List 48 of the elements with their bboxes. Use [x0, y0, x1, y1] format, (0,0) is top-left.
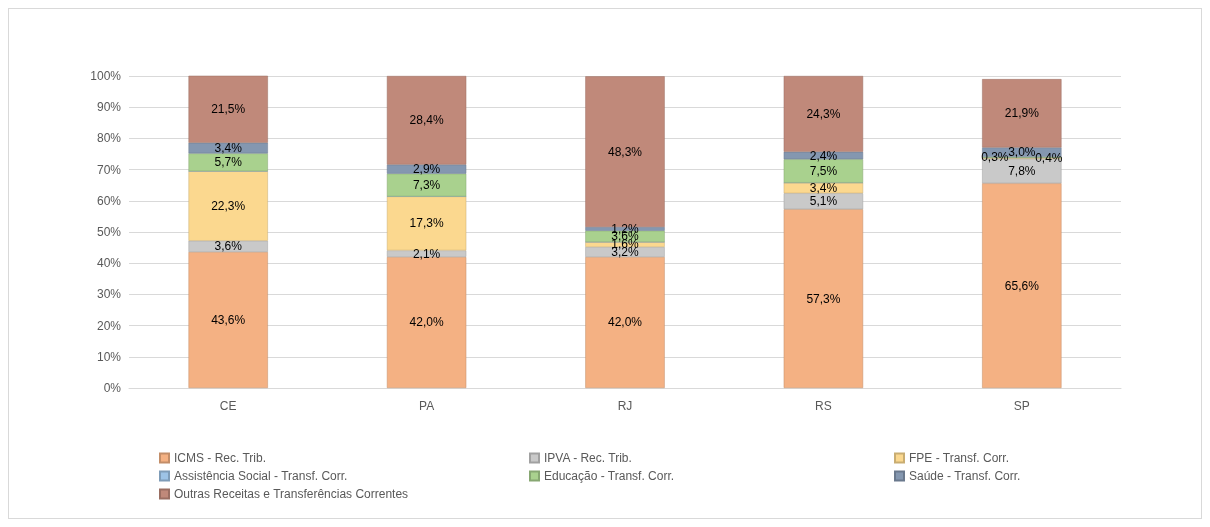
- data-label: 3,4%: [809, 181, 838, 196]
- y-tick-label: 80%: [96, 131, 122, 146]
- data-label: 17,3%: [409, 216, 444, 231]
- legend-label: FPE - Transf. Corr.: [909, 451, 1010, 465]
- x-tick-label: SP: [1013, 399, 1030, 413]
- y-tick-label: 40%: [96, 256, 122, 271]
- x-tick-label: PA: [419, 399, 435, 413]
- data-label: 57,3%: [806, 291, 841, 306]
- y-tick-label: 50%: [96, 225, 122, 239]
- data-label: 24,3%: [806, 106, 841, 121]
- data-label: 3,0%: [1008, 145, 1036, 160]
- data-label: 2,1%: [412, 246, 441, 261]
- y-tick-label: 10%: [96, 349, 122, 364]
- y-tick-label: 0%: [103, 381, 122, 395]
- data-label: 65,6%: [1004, 278, 1040, 293]
- legend-label: Educação - Transf. Corr.: [544, 469, 675, 483]
- data-label: 3,4%: [214, 141, 243, 156]
- data-label: 48,3%: [607, 144, 643, 159]
- y-tick-label: 90%: [96, 100, 122, 115]
- x-tick-label: RS: [815, 399, 832, 413]
- y-tick-label: 60%: [96, 193, 122, 208]
- legend-label: Saúde - Transf. Corr.: [909, 469, 1021, 483]
- legend-label: Outras Receitas e Transferências Correntes: [174, 487, 409, 501]
- data-label: 3,6%: [214, 239, 243, 254]
- data-label: 5,1%: [809, 194, 838, 209]
- data-label: 22,3%: [211, 198, 246, 213]
- y-tick-label: 70%: [96, 162, 122, 177]
- data-label: 42,0%: [409, 315, 444, 330]
- data-label: 21,9%: [1004, 106, 1040, 121]
- data-label: 7,8%: [1008, 164, 1036, 179]
- legend-label: Assistência Social - Transf. Corr.: [174, 469, 348, 483]
- data-label: 2,4%: [809, 148, 838, 163]
- data-label: 0,4%: [1035, 151, 1063, 166]
- data-label: 42,0%: [607, 315, 643, 330]
- y-tick-label: 100%: [90, 69, 122, 83]
- data-label: 43,6%: [211, 312, 246, 327]
- y-tick-label: 30%: [96, 287, 122, 302]
- data-label: 5,7%: [214, 155, 243, 170]
- y-tick-label: 20%: [96, 318, 122, 333]
- data-label: 28,4%: [409, 113, 444, 128]
- data-label: 7,3%: [412, 178, 441, 193]
- legend-label: IPVA - Rec. Trib.: [544, 451, 632, 465]
- data-label: 2,9%: [412, 162, 441, 177]
- data-label: 7,5%: [809, 164, 838, 178]
- x-tick-label: CE: [219, 399, 237, 413]
- x-tick-label: RJ: [617, 399, 633, 413]
- legend-label: ICMS - Rec. Trib.: [174, 451, 267, 465]
- data-label: 21,5%: [211, 102, 246, 117]
